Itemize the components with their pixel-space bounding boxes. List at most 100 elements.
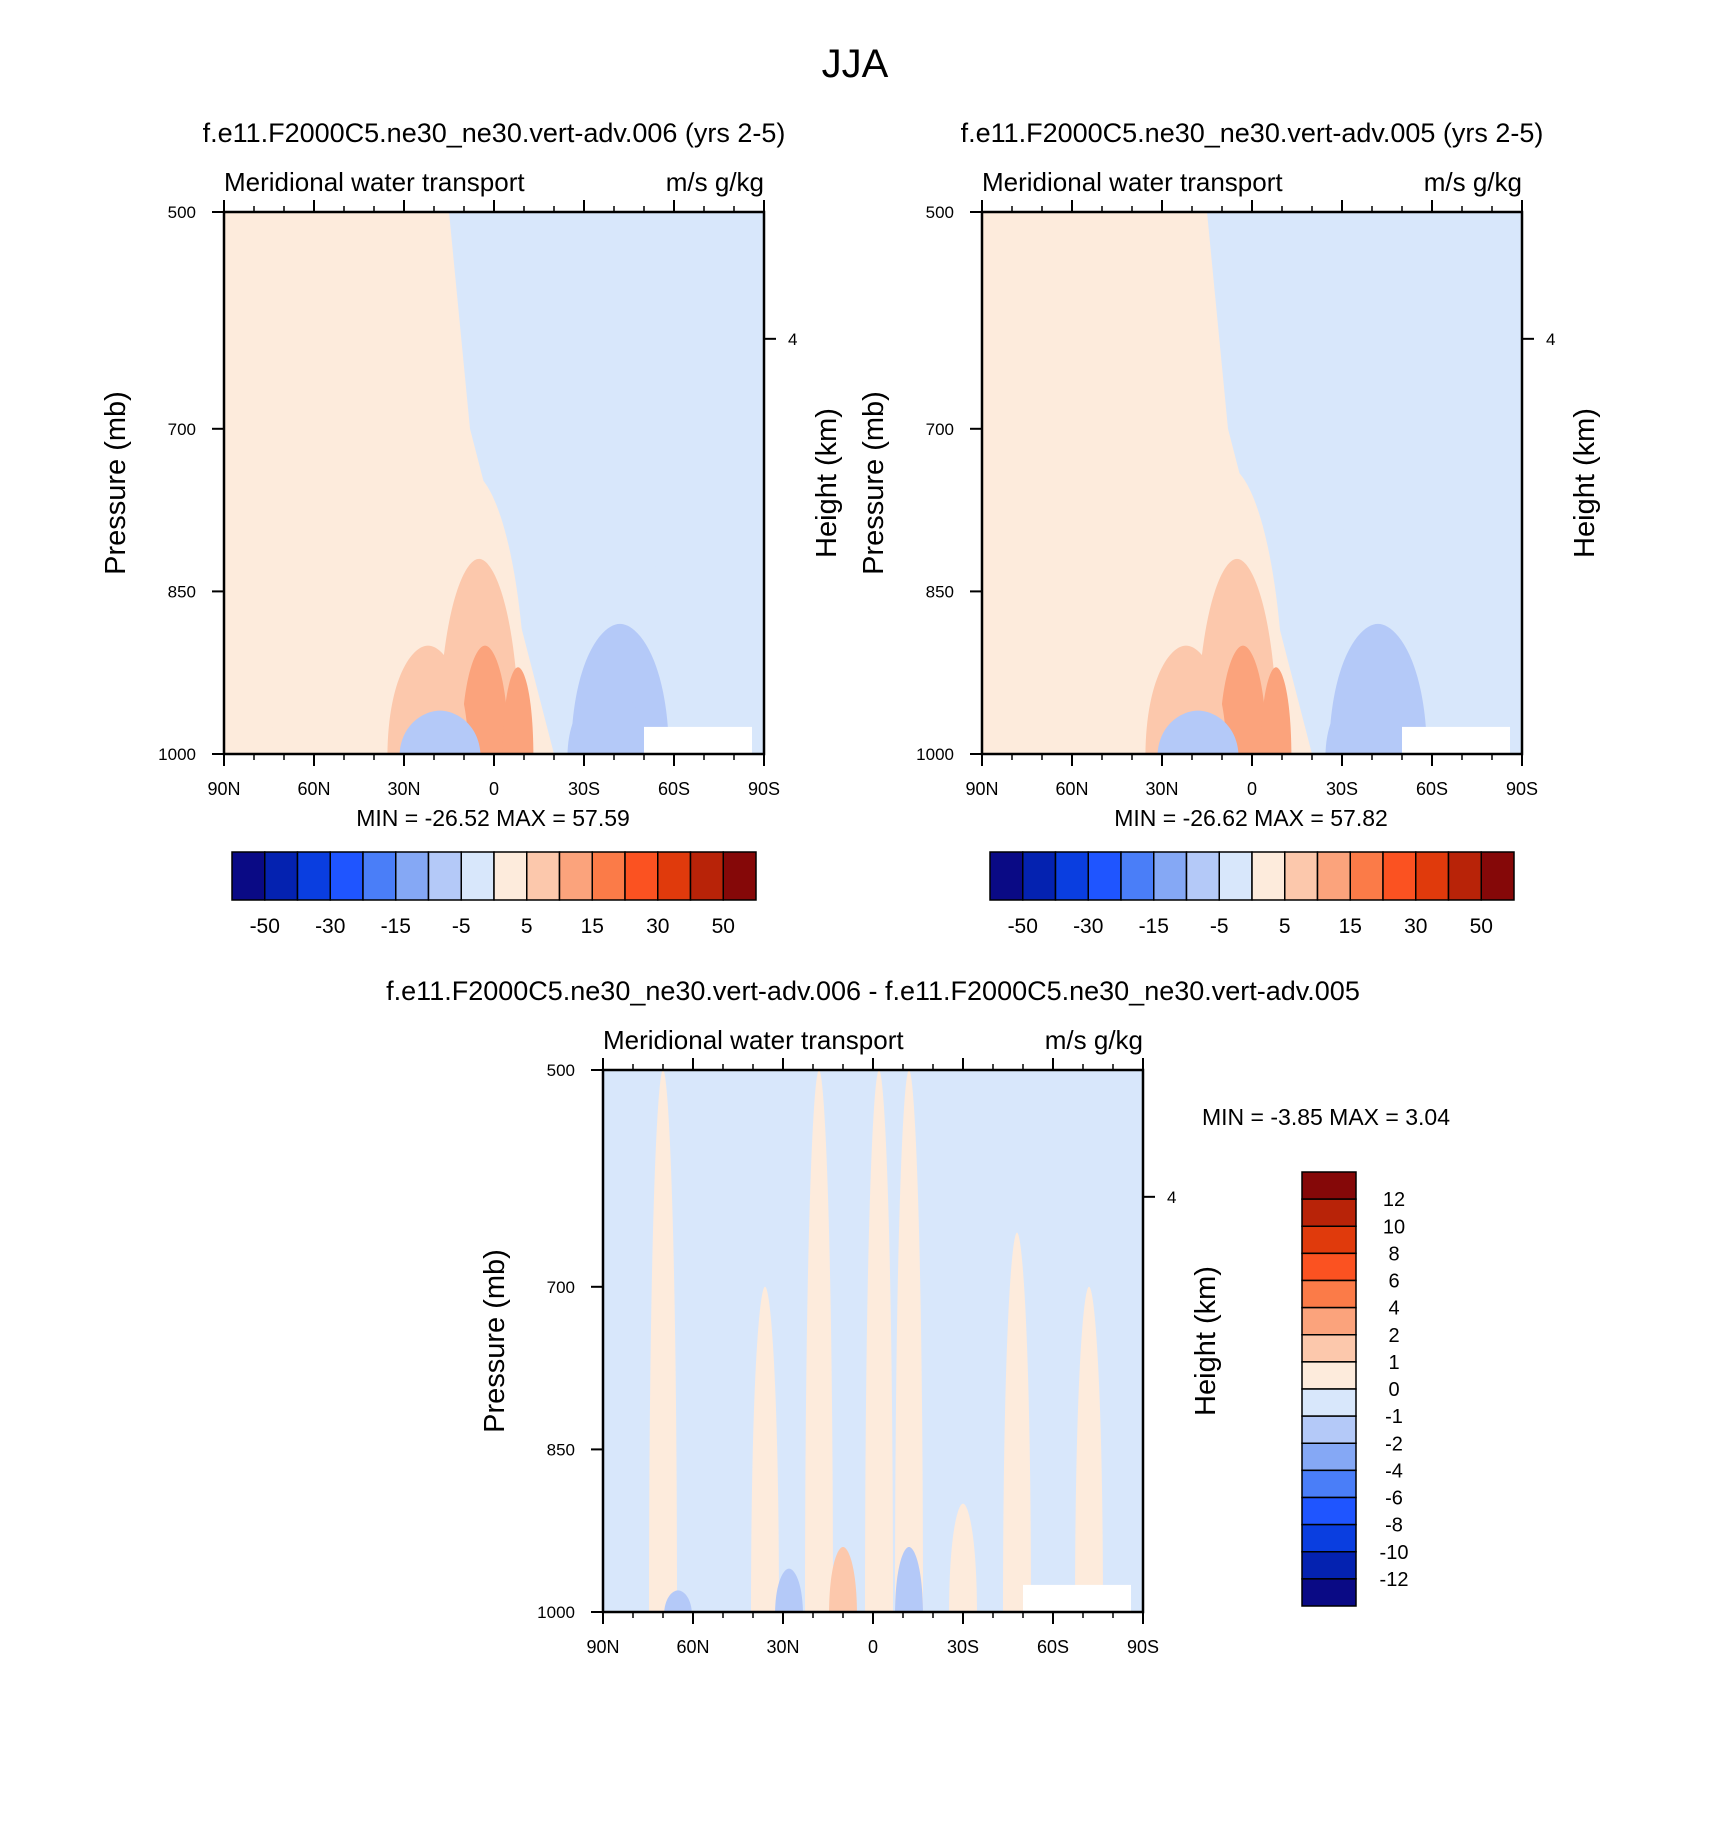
x-tick-label: 60S [658, 779, 690, 799]
colorbar-box [989, 851, 1024, 901]
colorbar-box [1447, 851, 1482, 901]
right-string: m/s g/kg [1424, 167, 1522, 197]
y-axis-label: Pressure (mb) [479, 1249, 511, 1433]
contour-lobe [567, 688, 649, 754]
contour-lobe [949, 1503, 977, 1612]
colorbar-box [1301, 1252, 1357, 1282]
contour-field [224, 212, 764, 754]
missing-data-region [1402, 726, 1510, 754]
colorbar-box [558, 851, 593, 901]
colorbar-box [624, 851, 659, 901]
panel-title: f.e11.F2000C5.ne30_ne30.vert-adv.005 (yr… [961, 118, 1544, 148]
colorbar-box [460, 851, 495, 901]
y-tick-label: 1000 [158, 745, 196, 764]
colorbar-box [1480, 851, 1515, 901]
colorbar-label: 5 [521, 915, 533, 938]
missing-data-region [1023, 1584, 1131, 1612]
y2-tick-label: 4 [1167, 1188, 1176, 1207]
colorbar-label: 30 [646, 915, 669, 938]
x-tick-label: 30S [1326, 779, 1358, 799]
x-tick-label: 60N [1055, 779, 1088, 799]
right-string: m/s g/kg [666, 167, 764, 197]
colorbar-box [1301, 1578, 1357, 1607]
colorbar-label: -5 [1210, 915, 1229, 938]
x-tick-label: 60N [297, 779, 330, 799]
colorbar-label: 30 [1404, 915, 1427, 938]
colorbar-label: 2 [1388, 1325, 1399, 1347]
colorbar-box [689, 851, 724, 901]
y-tick-label: 850 [168, 582, 196, 601]
colorbar-box [1301, 1306, 1357, 1336]
x-tick-label: 90S [1127, 1637, 1159, 1657]
colorbar-box [395, 851, 430, 901]
colorbar-box [1301, 1469, 1357, 1499]
contour-lobe [751, 1286, 779, 1612]
contour-lobe [775, 1568, 803, 1612]
x-tick-label: 30N [766, 1637, 799, 1657]
contour-lobe [399, 710, 481, 754]
x-tick-label: 90N [965, 779, 998, 799]
x-tick-label: 90N [586, 1637, 619, 1657]
x-tick-label: 30S [947, 1637, 979, 1657]
contour-lobe [1219, 645, 1267, 754]
min-max-stats: MIN = -26.52 MAX = 57.59 [356, 805, 630, 831]
colorbar-label: 10 [1383, 1216, 1405, 1238]
y-tick-label: 700 [547, 1278, 575, 1297]
colorbar-box [493, 851, 528, 901]
colorbar-box [591, 851, 626, 901]
panel-p2: f.e11.F2000C5.ne30_ne30.vert-adv.005 (yr… [858, 118, 1601, 831]
y-tick-label: 700 [168, 420, 196, 439]
colorbar-box [1054, 851, 1089, 901]
panel-title: f.e11.F2000C5.ne30_ne30.vert-adv.006 (yr… [203, 118, 786, 148]
colorbar-label: 12 [1383, 1189, 1405, 1211]
y-axis-label: Pressure (mb) [858, 391, 890, 575]
colorbar-box [1349, 851, 1384, 901]
colorbar-label: -4 [1385, 1460, 1403, 1482]
y2-tick-label: 4 [788, 330, 797, 349]
colorbar-cb2: -50 -30 -15 -5 5 15 30 50 [989, 851, 1515, 938]
left-string: Meridional water transport [224, 167, 525, 197]
contour-lobe [805, 1070, 833, 1612]
panel-p1: f.e11.F2000C5.ne30_ne30.vert-adv.006 (yr… [100, 118, 843, 831]
y-tick-label: 700 [926, 420, 954, 439]
colorbar-cb1: -50 -30 -15 -5 5 15 30 50 [231, 851, 757, 938]
colorbar-label: -12 [1380, 1569, 1409, 1591]
x-tick-label: 30N [387, 779, 420, 799]
colorbar-label: 1 [1388, 1352, 1399, 1374]
panels: f.e11.F2000C5.ne30_ne30.vert-adv.006 (yr… [100, 118, 1601, 1657]
colorbar-box [657, 851, 692, 901]
colorbar-box [296, 851, 331, 901]
left-string: Meridional water transport [982, 167, 1283, 197]
colorbars: -50 -30 -15 -5 5 15 30 50 -50 -30 -15 -5 5 15 30 501210… [231, 851, 1515, 1607]
colorbar-box [1316, 851, 1351, 901]
contour-lobe [1075, 1286, 1103, 1612]
colorbar-box [722, 851, 757, 901]
y-tick-label: 850 [926, 582, 954, 601]
colorbar-box [1301, 1198, 1357, 1227]
contour-lobe [895, 1546, 923, 1612]
colorbar-label: -50 [250, 915, 280, 938]
y2-axis-label: Height (km) [811, 408, 843, 558]
colorbar-label: -10 [1380, 1542, 1409, 1564]
x-tick-label: 90S [1506, 779, 1538, 799]
colorbar-label: 0 [1388, 1379, 1399, 1401]
contour-lobe [271, 623, 387, 754]
colorbar-box [1284, 851, 1319, 901]
colorbar-box [1415, 851, 1450, 901]
contour-lobe [649, 1070, 677, 1612]
colorbar-box [1301, 1225, 1357, 1255]
colorbar-box [1301, 1496, 1357, 1526]
colorbar-box [427, 851, 462, 901]
x-tick-label: 60S [1037, 1637, 1069, 1657]
colorbar-label: -1 [1385, 1406, 1403, 1428]
contour-lobe [664, 1590, 692, 1612]
x-tick-label: 90N [207, 779, 240, 799]
colorbar-label: 15 [1339, 915, 1362, 938]
colorbar-label: -30 [315, 915, 345, 938]
contour-lobe [461, 645, 509, 754]
left-string: Meridional water transport [603, 1025, 904, 1055]
colorbar-label: -8 [1385, 1515, 1403, 1537]
colorbar-label: -6 [1385, 1488, 1403, 1510]
colorbar-box [1301, 1171, 1357, 1200]
